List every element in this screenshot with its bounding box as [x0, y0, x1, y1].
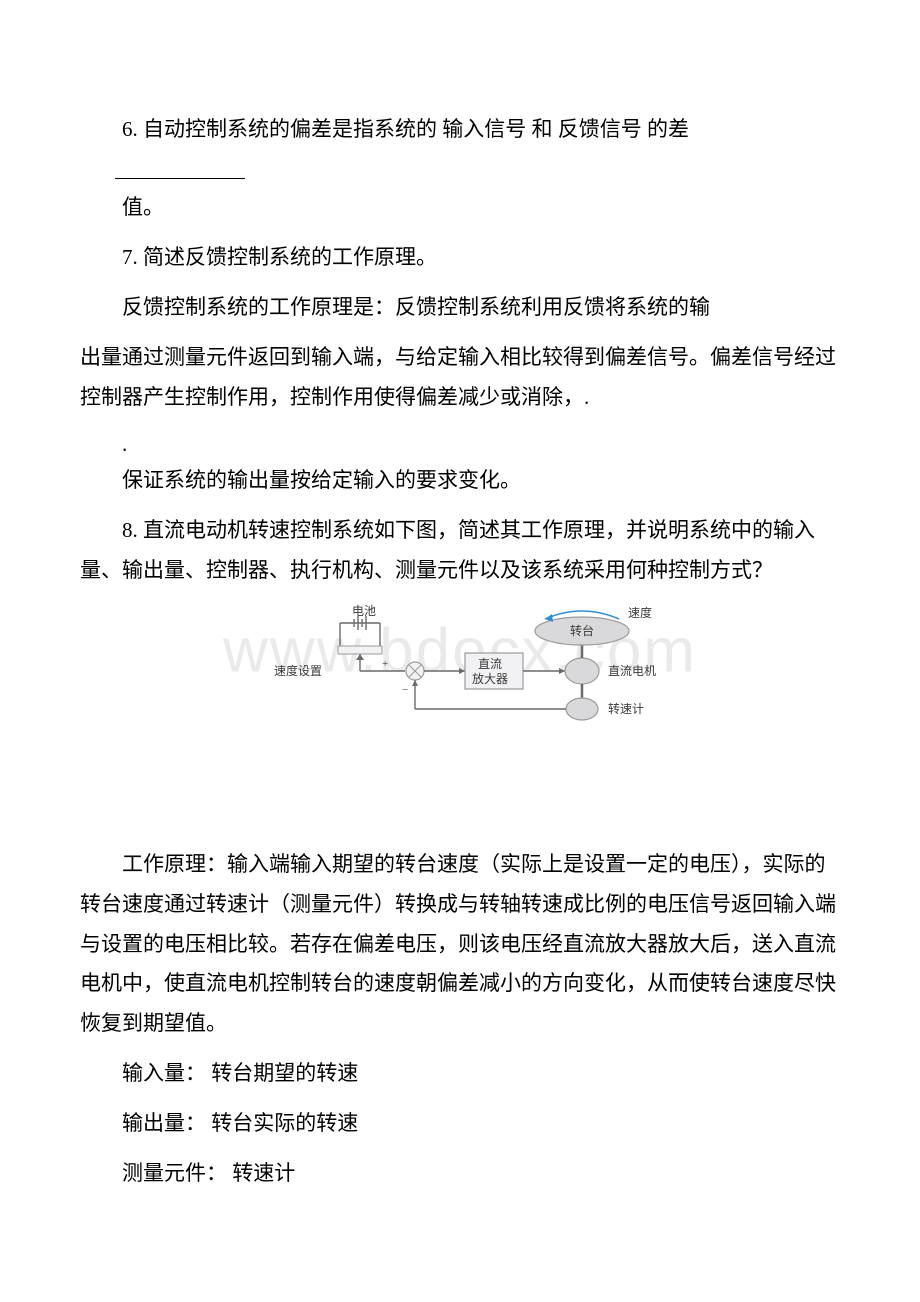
diagram-label-amp-l1: 直流	[478, 657, 502, 671]
diagram-plus: +	[382, 658, 388, 670]
diagram-label-speed-set: 速度设置	[274, 663, 322, 678]
q8-io-measure: 测量元件： 转速计	[80, 1154, 840, 1194]
q6-underline	[115, 160, 245, 179]
q7-ans-l1: 反馈控制系统的工作原理是：反馈控制系统利用反馈将系统的输	[80, 288, 840, 328]
q8-principle: 工作原理：输入端输入期望的转台速度（实际上是设置一定的电压），实际的转台速度通过…	[80, 845, 840, 1044]
document-body: 6. 自动控制系统的偏差是指系统的 输入信号 和 反馈信号 的差 值。 7. 简…	[80, 110, 840, 1194]
diagram-label-motor: 直流电机	[608, 664, 656, 678]
q6-line2: 值。	[80, 188, 840, 228]
diagram-label-turntable: 转台	[570, 623, 594, 638]
q8-io-output: 输出量： 转台实际的转速	[80, 1104, 840, 1144]
q7-ans-dot: .	[80, 428, 840, 462]
diagram-label-battery: 电池	[352, 604, 376, 618]
control-system-diagram: 电池 速度设置 +	[80, 601, 840, 771]
q6-line1: 6. 自动控制系统的偏差是指系统的 输入信号 和 反馈信号 的差	[80, 110, 840, 150]
q8-io-input: 输入量： 转台期望的转速	[80, 1054, 840, 1094]
diagram-label-tacho: 转速计	[608, 701, 644, 716]
tachometer-shape	[566, 698, 598, 720]
q7-ans-l2: 出量通过测量元件返回到输入端，与给定输入相比较得到偏差信号。偏差信号经过控制器产…	[80, 338, 840, 418]
diagram-minus: −	[402, 684, 408, 696]
q7-ans-l3: 保证系统的输出量按给定输入的要求变化。	[80, 461, 840, 501]
diagram-label-speed: 速度	[628, 605, 652, 620]
q7-prompt: 7. 简述反馈控制系统的工作原理。	[80, 238, 840, 278]
diagram-label-amp-l2: 放大器	[472, 671, 508, 686]
q8-prompt: 8. 直流电动机转速控制系统如下图，简述其工作原理，并说明系统中的输入量、输出量…	[80, 511, 840, 591]
motor-shape	[565, 658, 599, 684]
